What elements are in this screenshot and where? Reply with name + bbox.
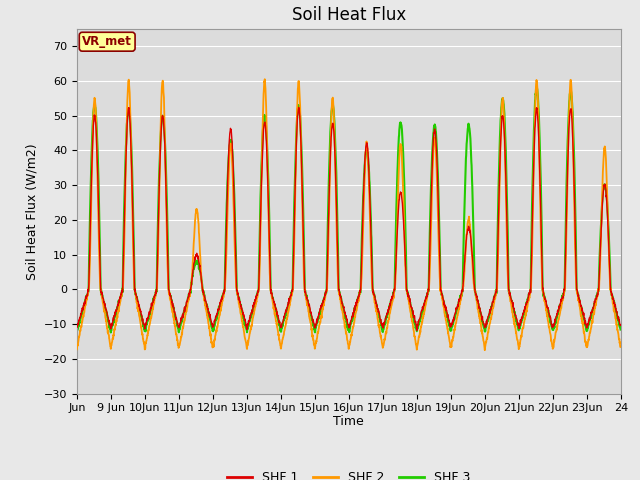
SHF 3 [609, 298, 617, 303]
SHF 3 [533, 84, 541, 90]
SHF 2 [127, 144, 135, 150]
SHF 3 [513, 318, 520, 324]
SHF 2 [617, 344, 625, 350]
Line: SHF 1: SHF 1 [77, 108, 621, 330]
SHF 3 [543, 305, 551, 311]
SHF 1 [609, 297, 617, 302]
SHF 2 [244, 338, 252, 344]
SHF 3 [245, 323, 253, 329]
SHF 3 [127, 143, 135, 149]
Line: SHF 3: SHF 3 [77, 87, 621, 333]
SHF 1 [617, 322, 625, 328]
SHF 1 [73, 323, 81, 329]
SHF 1 [381, 316, 389, 322]
Title: Soil Heat Flux: Soil Heat Flux [292, 6, 406, 24]
SHF 2 [73, 347, 81, 352]
SHF 2 [609, 302, 617, 308]
SHF 2 [261, 76, 269, 82]
SHF 1 [127, 146, 135, 152]
SHF 2 [543, 312, 551, 318]
Line: SHF 2: SHF 2 [77, 79, 621, 350]
Y-axis label: Soil Heat Flux (W/m2): Soil Heat Flux (W/m2) [25, 143, 38, 279]
SHF 3 [73, 329, 81, 335]
SHF 2 [481, 348, 489, 353]
SHF 1 [413, 327, 420, 333]
SHF 3 [381, 321, 389, 326]
SHF 3 [107, 330, 115, 336]
SHF 2 [513, 334, 520, 339]
SHF 1 [543, 304, 551, 310]
SHF 1 [295, 105, 303, 110]
SHF 1 [513, 316, 520, 322]
X-axis label: Time: Time [333, 415, 364, 428]
SHF 1 [244, 318, 252, 324]
Text: VR_met: VR_met [82, 35, 132, 48]
SHF 2 [381, 333, 389, 338]
SHF 3 [617, 327, 625, 333]
Legend: SHF 1, SHF 2, SHF 3: SHF 1, SHF 2, SHF 3 [221, 467, 476, 480]
